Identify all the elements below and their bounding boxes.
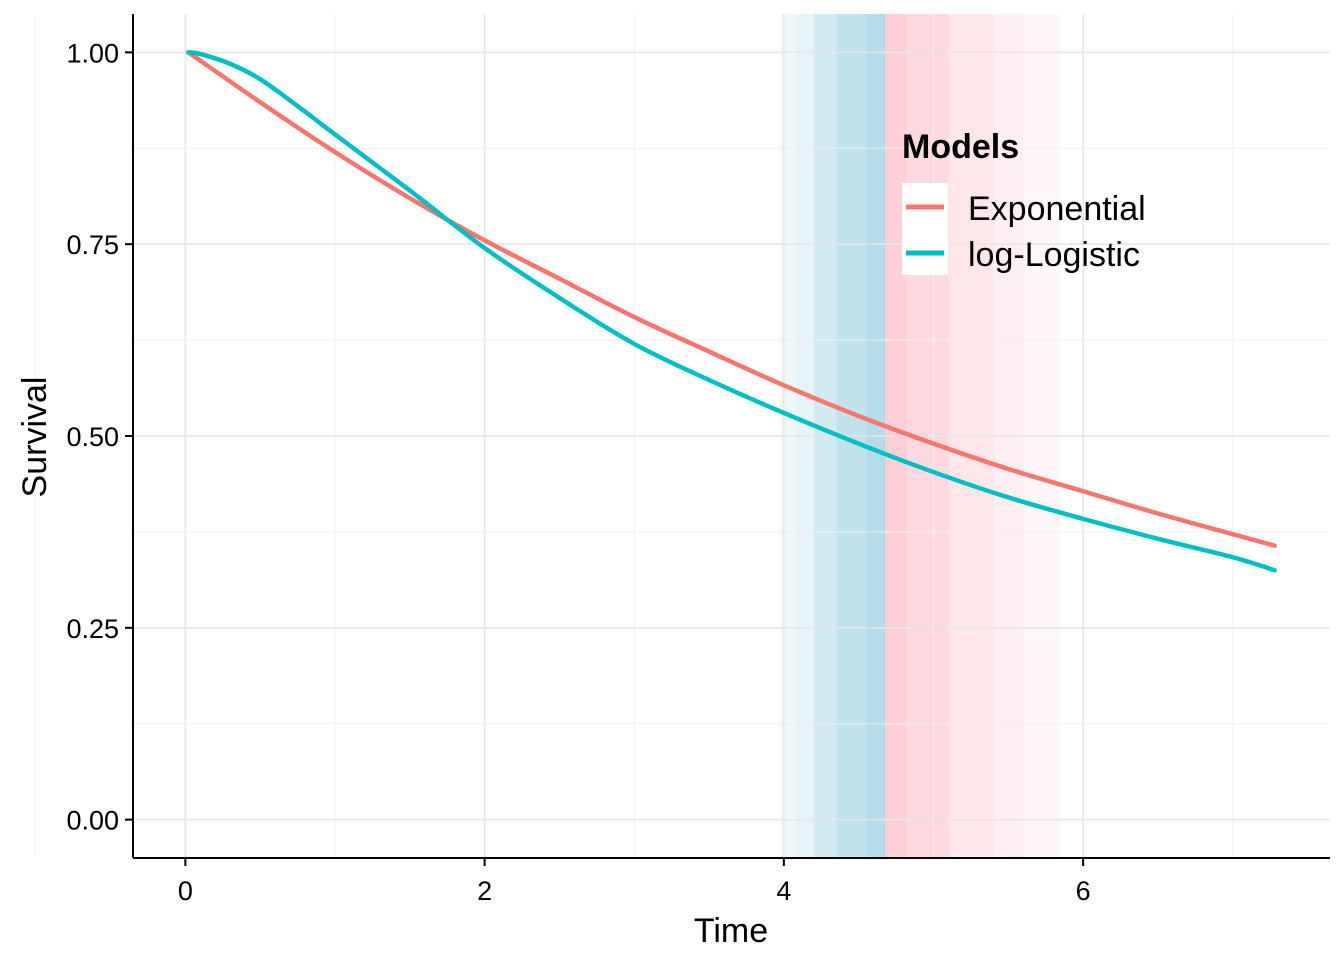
tick-marks: 0 2 4 6 0.00 0.25 0.50 0.75 1.00	[66, 38, 1090, 906]
y-tick-label: 1.00	[66, 38, 119, 68]
x-tick-label: 6	[1076, 876, 1091, 906]
series-line-log-logistic	[186, 50, 1277, 573]
legend-label-exponential: Exponential	[968, 190, 1146, 228]
legend-title: Models	[902, 128, 1019, 166]
x-tick-label: 0	[178, 876, 193, 906]
y-axis-label: Survival	[16, 377, 54, 498]
y-tick-label: 0.50	[66, 422, 119, 452]
x-axis-label: Time	[694, 912, 768, 950]
series-lines	[186, 50, 1277, 573]
grid-lines	[35, 14, 1330, 858]
y-tick-label: 0.75	[66, 230, 119, 260]
series-line-exponential	[186, 50, 1277, 548]
legend-label-log-logistic: log-Logistic	[968, 236, 1140, 274]
y-tick-label: 0.25	[66, 614, 119, 644]
legend: Models Exponential log-Logistic	[902, 128, 1146, 275]
x-tick-label: 2	[477, 876, 492, 906]
y-tick-label: 0.00	[66, 806, 119, 836]
x-tick-label: 4	[776, 876, 791, 906]
legend-key-background	[902, 183, 948, 275]
